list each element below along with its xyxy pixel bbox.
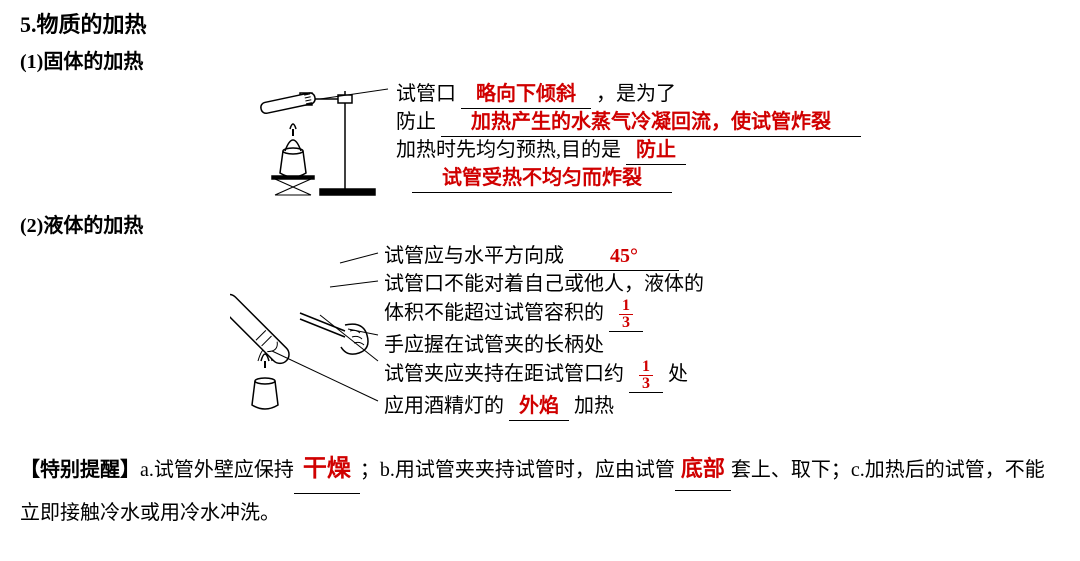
section2-text: 试管应与水平方向成 45° 试管口不能对着自己或他人，液体的 体积不能超过试管容… [384,243,1060,421]
section1-text: 试管口 略向下倾斜 ，是为了 防止 加热产生的水蒸气冷凝回流，使试管炸裂 加热时… [396,81,1060,193]
s2-l6-prefix: 应用酒精灯的 [384,395,504,417]
frac2-num: 1 [639,359,653,376]
s2-frac1: 13 [609,298,643,332]
s2-l6-suffix: 加热 [574,395,614,417]
note-b-prefix: b.用试管夹夹持试管时，应由试管 [380,459,675,481]
section1-heading: (1)固体的加热 [20,47,1060,77]
note-a-prefix: a.试管外壁应保持 [140,459,294,481]
s2-l5-suffix: 处 [668,363,688,385]
s2-l6-blank: 外焰 [509,393,569,421]
s2-frac2: 13 [629,359,663,393]
s1-l1-suffix: ，是为了 [596,83,676,105]
note-a-suffix: ； [360,459,380,481]
s1-l3-prefix: 加热时先均匀预热,目的是 [396,139,621,161]
diagram-solid-heating [250,81,390,201]
note-label: 【特别提醒】 [20,459,140,481]
s1-blank2: 加热产生的水蒸气冷凝回流，使试管炸裂 [441,109,861,137]
s2-l2: 试管口不能对着自己或他人，液体的 [384,271,1060,298]
note-b-suffix: 套上、取下； [731,459,851,481]
s2-l4: 手应握在试管夹的长柄处 [384,332,1060,359]
note-b-blank: 底部 [675,448,731,491]
s2-l3-prefix: 体积不能超过试管容积的 [384,302,604,324]
note-a-blank: 干燥 [294,447,360,494]
diagram-liquid-heating [230,243,380,418]
s2-l5-prefix: 试管夹应夹持在距试管口约 [384,363,624,385]
title: 5.物质的加热 [20,8,1060,41]
section2-heading: (2)液体的加热 [20,211,1060,241]
special-note: 【特别提醒】a.试管外壁应保持干燥；b.用试管夹夹持试管时，应由试管底部套上、取… [20,447,1060,532]
s1-l2-prefix: 防止 [396,111,436,133]
s2-l1-blank: 45° [569,243,679,271]
s1-blank1: 略向下倾斜 [461,81,591,109]
frac1-num: 1 [619,298,633,315]
s1-blank3a: 防止 [626,137,686,165]
s1-blank3b: 试管受热不均匀而炸裂 [412,165,672,193]
s2-l1-prefix: 试管应与水平方向成 [384,245,564,267]
s1-l1-prefix: 试管口 [396,83,456,105]
frac1-den: 3 [619,315,633,331]
frac2-den: 3 [639,376,653,392]
